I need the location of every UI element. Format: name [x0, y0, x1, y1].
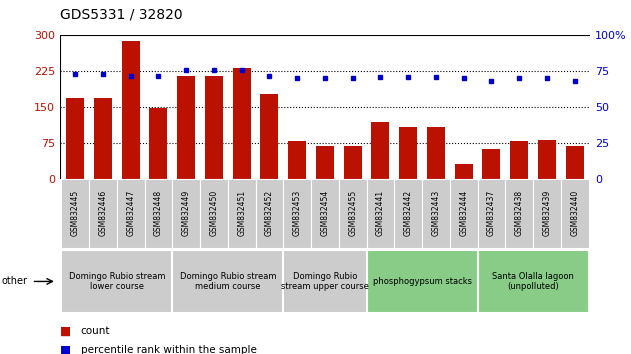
Text: GSM832454: GSM832454: [321, 190, 329, 236]
Bar: [150, 108, 167, 179]
Bar: [288, 142, 306, 179]
Text: GSM832447: GSM832447: [126, 190, 135, 236]
Text: percentile rank within the sample: percentile rank within the sample: [81, 346, 257, 354]
Text: count: count: [81, 326, 110, 336]
Text: GSM832455: GSM832455: [348, 190, 357, 236]
Text: GSM832448: GSM832448: [154, 190, 163, 236]
Bar: [510, 142, 528, 179]
Text: GSM832438: GSM832438: [515, 190, 524, 236]
Text: GSM832443: GSM832443: [432, 190, 440, 236]
Text: GSM832440: GSM832440: [570, 190, 579, 236]
Text: GSM832449: GSM832449: [182, 190, 191, 236]
Text: GSM832444: GSM832444: [459, 190, 468, 236]
Bar: [233, 68, 251, 179]
Text: ■: ■: [60, 325, 71, 337]
Bar: [538, 139, 556, 179]
Bar: [372, 122, 389, 179]
Bar: [66, 97, 84, 179]
Text: GSM832445: GSM832445: [71, 190, 80, 236]
Bar: [94, 98, 112, 179]
Text: GSM832442: GSM832442: [404, 190, 413, 236]
Text: Domingo Rubio stream
lower course: Domingo Rubio stream lower course: [69, 272, 165, 291]
Bar: [566, 146, 584, 179]
Bar: [427, 127, 445, 179]
Text: Santa Olalla lagoon
(unpolluted): Santa Olalla lagoon (unpolluted): [492, 272, 574, 291]
Text: GSM832441: GSM832441: [376, 190, 385, 236]
Text: ■: ■: [60, 344, 71, 354]
Text: phosphogypsum stacks: phosphogypsum stacks: [372, 277, 471, 286]
Text: other: other: [2, 276, 28, 286]
Bar: [455, 164, 473, 179]
Bar: [205, 76, 223, 179]
Text: GSM832446: GSM832446: [98, 190, 107, 236]
Text: GDS5331 / 32820: GDS5331 / 32820: [60, 7, 182, 21]
Text: GSM832437: GSM832437: [487, 190, 496, 236]
Text: GSM832453: GSM832453: [293, 190, 302, 236]
Text: Domingo Rubio stream
medium course: Domingo Rubio stream medium course: [180, 272, 276, 291]
Bar: [344, 146, 362, 179]
Bar: [483, 149, 500, 179]
Bar: [316, 146, 334, 179]
Text: GSM832450: GSM832450: [209, 190, 218, 236]
Bar: [177, 76, 195, 179]
Text: GSM832452: GSM832452: [265, 190, 274, 236]
Text: Domingo Rubio
stream upper course: Domingo Rubio stream upper course: [281, 272, 369, 291]
Text: GSM832439: GSM832439: [543, 190, 551, 236]
Bar: [122, 41, 139, 179]
Text: GSM832451: GSM832451: [237, 190, 246, 236]
Bar: [261, 94, 278, 179]
Bar: [399, 127, 417, 179]
